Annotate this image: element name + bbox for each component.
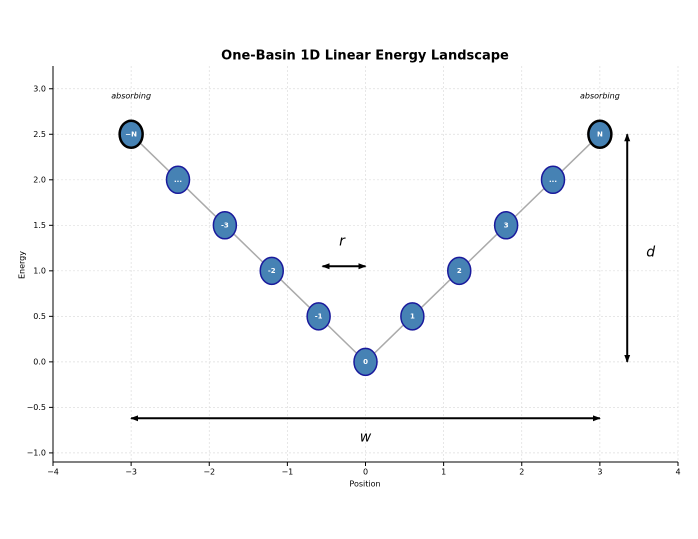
y-tick-label: −1.0 bbox=[27, 448, 46, 457]
node-label: ... bbox=[549, 176, 557, 184]
x-tick-label: 3 bbox=[597, 468, 602, 477]
x-tick-label: −1 bbox=[281, 468, 293, 477]
x-tick-label: −3 bbox=[125, 468, 137, 477]
x-tick-label: −4 bbox=[47, 468, 59, 477]
node bbox=[212, 211, 238, 240]
node bbox=[540, 165, 566, 195]
y-tick-label: 0.5 bbox=[33, 312, 46, 321]
node-label: 3 bbox=[504, 221, 509, 229]
node bbox=[400, 302, 425, 331]
node bbox=[447, 256, 472, 286]
x-axis-label: Position bbox=[349, 480, 380, 489]
node bbox=[587, 119, 613, 150]
node-label: −N bbox=[125, 130, 137, 138]
x-tick-label: 1 bbox=[441, 468, 446, 477]
x-tick-label: 0 bbox=[363, 468, 368, 477]
node-label: N bbox=[597, 130, 603, 138]
node-label: 2 bbox=[457, 267, 462, 275]
y-axis-label: Energy bbox=[18, 251, 27, 279]
node-label: -3 bbox=[221, 221, 229, 229]
node-label: -1 bbox=[315, 312, 323, 320]
node bbox=[306, 302, 331, 331]
annotation: r bbox=[339, 234, 346, 250]
node-label: 0 bbox=[363, 358, 368, 366]
annotation: absorbing bbox=[580, 92, 620, 101]
y-tick-label: 1.0 bbox=[33, 266, 46, 275]
x-tick-label: 2 bbox=[519, 468, 524, 477]
node bbox=[353, 347, 378, 377]
chart-title: One-Basin 1D Linear Energy Landscape bbox=[221, 49, 509, 64]
node bbox=[493, 211, 519, 240]
node bbox=[259, 256, 284, 286]
x-tick-label: 4 bbox=[675, 468, 680, 477]
node bbox=[165, 165, 191, 195]
node bbox=[118, 119, 144, 150]
y-tick-label: 2.0 bbox=[33, 175, 46, 184]
node-label: 1 bbox=[410, 312, 415, 320]
annotation: d bbox=[646, 245, 655, 261]
y-tick-label: 2.5 bbox=[33, 130, 46, 139]
node-label: -2 bbox=[268, 267, 276, 275]
node-label: ... bbox=[174, 176, 182, 184]
annotation: absorbing bbox=[111, 92, 151, 101]
y-tick-label: 3.0 bbox=[33, 84, 46, 93]
x-tick-label: −2 bbox=[203, 468, 215, 477]
annotation: w bbox=[360, 429, 372, 445]
y-tick-label: 0.0 bbox=[33, 357, 46, 366]
y-tick-label: −0.5 bbox=[27, 403, 46, 412]
y-tick-label: 1.5 bbox=[33, 221, 46, 230]
